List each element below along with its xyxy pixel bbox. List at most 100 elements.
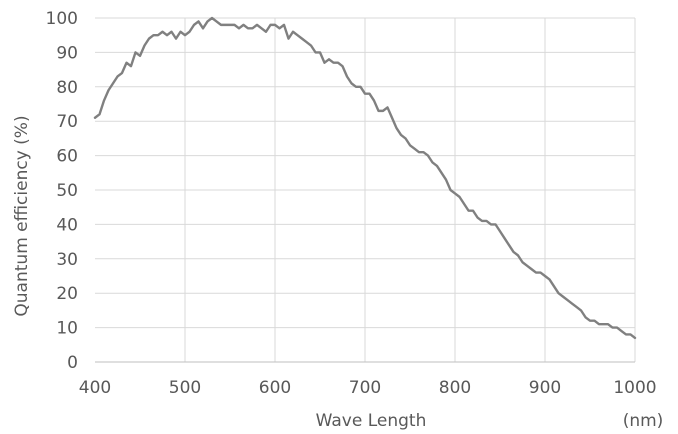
data-point [611,327,614,329]
data-point [184,34,186,36]
y-tick-label: 80 [56,78,78,98]
y-tick-label: 50 [56,181,78,201]
y-tick-label: 30 [56,250,78,270]
y-tick-label: 40 [56,215,78,235]
data-point [458,196,461,198]
data-point [355,86,357,88]
y-axis-label: Quantum efficiency (%) [12,115,32,316]
data-point [265,31,267,33]
data-point [121,72,123,74]
y-tick-label: 70 [56,112,78,132]
series-group [93,16,637,340]
data-point [350,82,353,84]
data-point [418,151,420,153]
data-point [175,38,177,40]
data-point [251,27,254,29]
data-point [103,99,105,102]
x-tick-label: 1000 [613,378,656,398]
data-point [152,34,155,36]
data-point [584,316,587,318]
data-point [625,333,627,336]
data-point [598,323,600,325]
data-point [269,24,272,26]
y-tick-label: 90 [56,43,78,63]
data-point [634,337,636,339]
data-point [323,62,326,64]
data-point [94,117,96,119]
data-point [368,93,371,95]
data-point [125,62,128,64]
data-point [436,165,438,167]
data-point [292,31,294,33]
data-point [233,24,236,26]
y-tick-labels: 0 10 20 30 40 50 60 70 80 90 100 [46,9,78,373]
data-point [179,31,182,33]
data-point [202,27,204,29]
data-point [260,27,263,29]
data-point [566,299,569,301]
data-point [571,302,573,305]
data-point [535,271,537,274]
data-point [319,51,321,54]
data-point [386,106,389,109]
x-axis-label: Wave Length [316,411,427,431]
data-point [134,51,137,54]
data-point [314,51,317,54]
data-point [193,24,195,26]
data-point [247,27,249,29]
data-point [589,320,591,322]
data-point [602,323,605,325]
data-point [242,24,245,26]
data-point [148,38,150,40]
data-point [341,65,344,67]
data-point [305,41,308,43]
data-point [607,323,609,325]
data-point [337,62,339,64]
data-point [143,44,146,47]
data-point [512,251,515,253]
data-point [332,62,335,64]
data-point [562,296,564,298]
data-point [517,254,519,256]
data-point [616,327,618,329]
data-point [526,265,528,267]
data-point [188,31,191,33]
data-point [278,27,281,29]
y-tick-label: 60 [56,147,78,167]
data-point [373,99,375,102]
y-tick-label: 20 [56,284,78,304]
grid-lines [95,17,636,362]
data-point [463,203,465,205]
y-tick-label: 0 [67,353,78,373]
data-point [508,244,510,246]
x-tick-label: 900 [529,378,561,398]
data-point [539,271,542,274]
data-point [274,24,276,26]
data-point [170,31,173,33]
data-point [494,223,497,225]
data-point [467,210,470,212]
data-point [116,75,119,78]
x-tick-label: 700 [349,378,381,398]
data-point [256,24,258,26]
data-point [404,137,407,139]
y-tick-label: 100 [46,9,78,29]
data-point [431,161,434,164]
data-point [476,216,479,219]
data-point [445,179,447,181]
data-point [454,192,456,195]
data-point [530,268,533,270]
x-tick-label: 500 [169,378,201,398]
data-point [548,278,551,281]
data-point [503,237,506,239]
data-point [296,34,299,36]
data-point [409,144,411,146]
data-point [580,309,582,311]
data-point [557,292,560,294]
data-point [310,44,312,47]
data-point [157,34,159,36]
x-tick-label: 600 [259,378,291,398]
data-point [481,220,483,222]
x-tick-labels: 400 500 600 700 800 900 1000 [79,378,657,398]
